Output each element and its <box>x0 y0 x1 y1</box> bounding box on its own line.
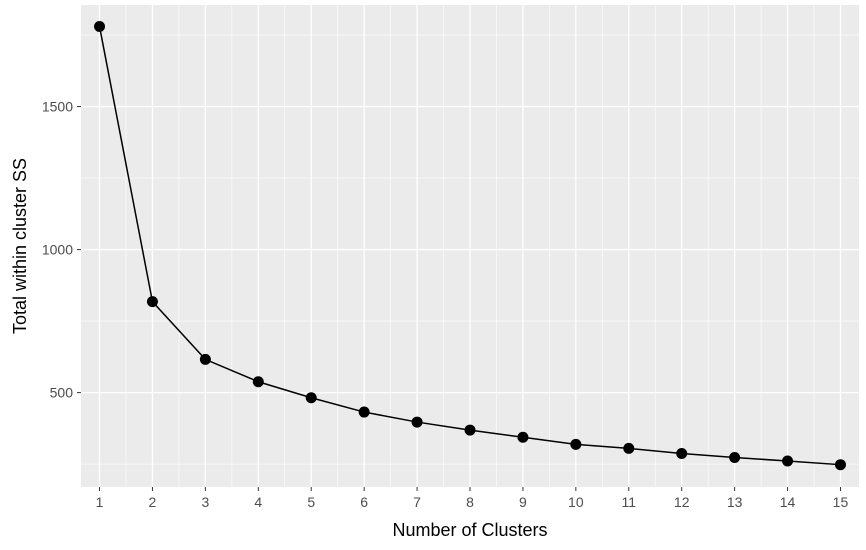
data-point <box>199 353 211 365</box>
data-point <box>464 424 476 436</box>
data-point <box>305 392 317 404</box>
series-layer <box>94 20 846 471</box>
x-axis-title: Number of Clusters <box>392 520 547 540</box>
y-tick-label: 1000 <box>42 242 73 258</box>
x-tick-label: 4 <box>254 494 262 510</box>
x-tick-label: 10 <box>568 494 584 510</box>
data-point <box>358 406 370 418</box>
data-point <box>411 416 423 428</box>
x-tick-label: 12 <box>674 494 690 510</box>
y-axis-ticks: 500 1000 1500 <box>42 99 81 401</box>
data-point <box>729 452 741 464</box>
y-tick-label: 1500 <box>42 99 73 115</box>
x-tick-label: 7 <box>413 494 421 510</box>
x-tick-label: 8 <box>466 494 474 510</box>
x-tick-label: 1 <box>96 494 104 510</box>
x-tick-label: 2 <box>149 494 157 510</box>
x-tick-label: 6 <box>360 494 368 510</box>
x-tick-label: 5 <box>307 494 315 510</box>
x-tick-label: 13 <box>727 494 743 510</box>
x-tick-label: 9 <box>519 494 527 510</box>
data-point <box>623 442 635 454</box>
y-axis-title: Total within cluster SS <box>10 158 30 334</box>
data-point <box>782 455 794 467</box>
x-axis-ticks: 1 2 3 4 5 6 7 8 9 10 11 12 13 14 15 <box>96 487 849 510</box>
x-tick-label: 11 <box>622 494 637 510</box>
x-tick-label: 14 <box>780 494 796 510</box>
data-point <box>517 431 529 443</box>
data-point <box>252 376 264 388</box>
data-point <box>834 459 846 471</box>
data-point <box>676 448 688 460</box>
x-tick-label: 3 <box>201 494 209 510</box>
data-point <box>570 438 582 450</box>
major-gridlines <box>81 5 859 487</box>
x-tick-label: 15 <box>833 494 849 510</box>
data-point <box>94 20 106 32</box>
data-point <box>146 296 158 308</box>
y-tick-label: 500 <box>50 385 74 401</box>
